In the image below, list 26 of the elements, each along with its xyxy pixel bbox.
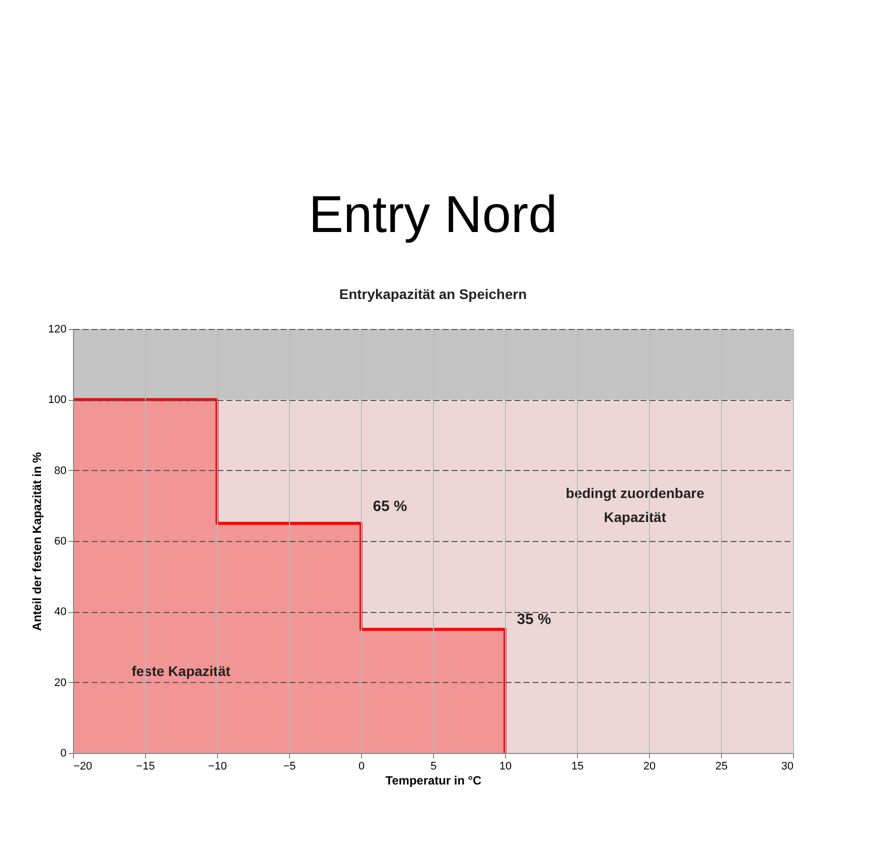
x-tick-label: −5 — [283, 760, 296, 772]
annotation: bedingt zuordenbare Kapazität — [566, 485, 704, 525]
y-tick-label: 40 — [54, 606, 66, 618]
y-tick-label: 20 — [54, 676, 66, 689]
x-tick-label: 10 — [499, 760, 512, 772]
annotation: 35 % — [516, 611, 552, 628]
x-tick-label: 30 — [781, 760, 794, 772]
y-tick-label: 0 — [60, 748, 66, 760]
x-tick-label: −10 — [208, 760, 227, 772]
chart-subtitle: Entrykapazität an Speichern — [339, 286, 527, 302]
y-tick-label: 120 — [48, 324, 66, 336]
annotation: feste Kapazität — [132, 663, 231, 679]
x-tick-label: 25 — [715, 760, 728, 772]
y-tick-label: 60 — [54, 536, 66, 548]
annotation: 65 % — [372, 498, 408, 515]
x-tick-label: 5 — [430, 760, 437, 772]
x-tick-label: 20 — [643, 760, 656, 772]
y-axis-title: Anteil der festen Kapazität in % — [30, 452, 44, 631]
y-tick-label: 100 — [48, 394, 66, 406]
x-tick-label: 0 — [358, 760, 365, 772]
x-tick-label: −20 — [74, 760, 92, 772]
y-tick-label: 80 — [54, 464, 66, 477]
x-tick-label: −15 — [136, 760, 155, 772]
x-tick-label: 15 — [571, 760, 584, 772]
chart-title: Entry Nord — [308, 186, 558, 244]
x-axis-title: Temperatur in °C — [386, 774, 482, 788]
